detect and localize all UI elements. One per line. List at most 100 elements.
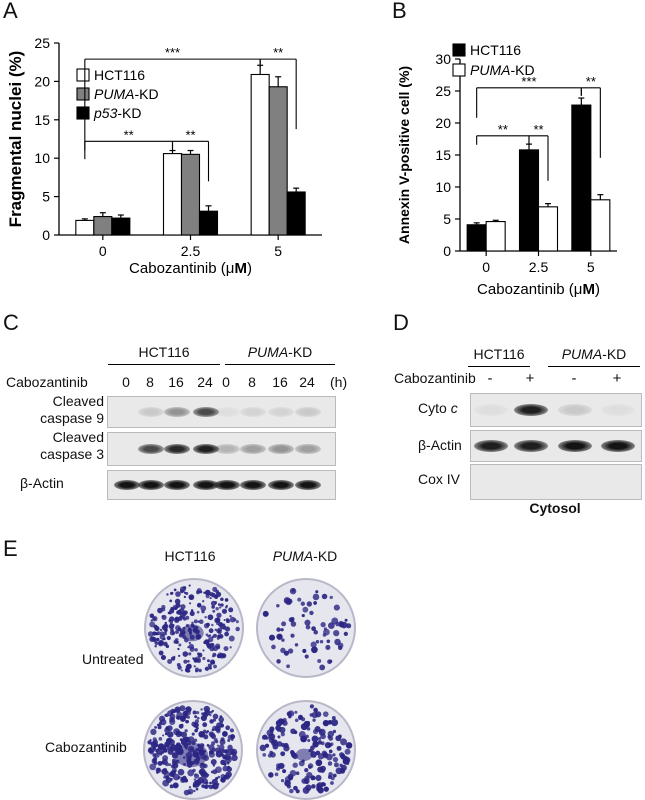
colony xyxy=(281,638,285,642)
colony xyxy=(288,775,294,781)
blot-band xyxy=(138,444,164,454)
colony xyxy=(332,756,339,763)
colony xyxy=(235,626,240,632)
group-underline xyxy=(468,366,530,367)
blot-strip xyxy=(470,393,642,427)
colony xyxy=(186,715,190,719)
colony xyxy=(217,634,221,638)
colony-pattern xyxy=(262,587,352,671)
colony xyxy=(167,659,173,665)
colony xyxy=(309,704,315,709)
colony xyxy=(172,631,175,635)
colony xyxy=(169,716,175,723)
colony xyxy=(293,730,298,735)
colony xyxy=(220,753,224,757)
colony xyxy=(202,772,209,779)
culture-dish xyxy=(256,578,356,678)
significance-marker: *** xyxy=(165,45,180,60)
bar xyxy=(268,86,288,236)
colony xyxy=(195,710,200,715)
blot-band xyxy=(193,407,219,417)
colony xyxy=(333,604,340,611)
colony xyxy=(169,599,173,603)
blot-band xyxy=(295,480,321,490)
colony xyxy=(162,638,165,641)
colony xyxy=(203,755,210,761)
colony xyxy=(183,789,190,796)
colony xyxy=(323,628,330,636)
panel-e-letter: E xyxy=(3,536,18,561)
colony xyxy=(158,641,164,647)
colony xyxy=(159,631,165,637)
colony xyxy=(194,715,198,719)
colony xyxy=(154,725,158,729)
label-rest: -KD xyxy=(134,86,158,102)
colony xyxy=(283,745,290,752)
colony xyxy=(172,604,179,610)
colony xyxy=(208,628,214,634)
colony xyxy=(217,775,221,779)
x-axis-label-prefix: Cabozantinib ( xyxy=(129,260,226,277)
blot-band xyxy=(240,480,266,490)
colony xyxy=(286,784,292,789)
colony xyxy=(193,789,196,793)
colony xyxy=(184,716,187,719)
blot-band xyxy=(164,480,190,490)
panel-b-letter: B xyxy=(392,0,407,23)
colony xyxy=(312,741,319,748)
colony xyxy=(195,787,199,791)
colony xyxy=(280,751,286,757)
colony xyxy=(313,707,318,713)
blot-band xyxy=(214,407,240,417)
colony xyxy=(188,785,192,789)
colony xyxy=(281,621,287,627)
colony xyxy=(195,626,199,629)
colony xyxy=(212,713,219,720)
colony xyxy=(324,741,332,749)
colony xyxy=(162,734,165,737)
colony xyxy=(161,604,166,610)
colony xyxy=(150,636,156,641)
colony xyxy=(225,725,231,731)
colony xyxy=(180,723,184,727)
colony xyxy=(215,591,222,597)
colony xyxy=(346,623,352,629)
colony-pattern xyxy=(147,705,238,796)
blot-row-label-line2: caspase 3 xyxy=(40,446,104,462)
colony xyxy=(212,609,216,613)
bar xyxy=(180,153,201,236)
colony xyxy=(209,659,215,665)
legend-swatch xyxy=(76,106,90,120)
colony xyxy=(199,762,206,769)
x-axis-label-unit: M xyxy=(582,281,595,298)
colony xyxy=(163,628,168,632)
colony xyxy=(147,631,154,637)
colony xyxy=(198,619,204,625)
x-axis-label-mu: μ xyxy=(226,260,235,277)
blot-band xyxy=(268,480,294,490)
colony xyxy=(182,756,186,759)
dense-colony-area xyxy=(295,748,313,761)
blot-band xyxy=(558,440,592,452)
colony xyxy=(210,600,217,606)
colony xyxy=(207,663,212,668)
colony xyxy=(195,748,199,752)
colony xyxy=(311,646,318,654)
colony xyxy=(186,668,190,673)
colony xyxy=(196,610,200,614)
blot-band xyxy=(514,440,548,452)
group-label: HCT116 xyxy=(138,344,190,360)
colony xyxy=(160,718,167,726)
label-rest: HCT116 xyxy=(470,42,521,58)
colony xyxy=(205,633,209,637)
colony xyxy=(228,635,235,642)
colony xyxy=(164,713,168,717)
colony xyxy=(180,669,183,672)
colony xyxy=(274,772,279,777)
colony xyxy=(312,718,316,722)
x-axis-label: Cabozantinib (μM) xyxy=(477,281,600,298)
blot-row-label: β-Actin xyxy=(418,437,462,453)
colony xyxy=(220,597,224,601)
colony xyxy=(180,615,183,618)
colony xyxy=(183,659,188,664)
